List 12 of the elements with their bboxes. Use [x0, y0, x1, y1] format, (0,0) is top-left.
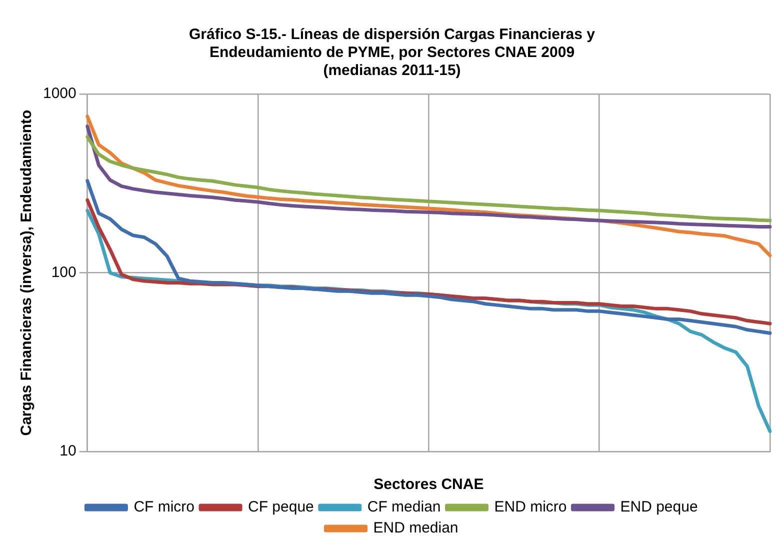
legend-label: CF micro	[134, 498, 195, 516]
legend-label: END median	[373, 520, 458, 537]
y-tick-label: 100	[51, 264, 76, 281]
legend-label: CF peque	[248, 498, 314, 516]
y-tick-label: 1000	[42, 85, 76, 102]
legend-label: END micro	[494, 498, 567, 516]
chart-title: Gráfico S-15.- Líneas de dispersión Cargas Financieras y Endeudamiento de PYME, por Sectores CNAE 2009 (medianas 2011-15)	[189, 26, 596, 80]
legend-label: CF median	[367, 498, 441, 516]
legend-label: END peque	[620, 498, 698, 516]
x-axis-title: Sectores CNAE	[374, 476, 484, 494]
y-tick-label: 10	[60, 442, 76, 460]
y-axis-title: Cargas Financieras (inversa), Endeudamiento	[18, 110, 36, 436]
